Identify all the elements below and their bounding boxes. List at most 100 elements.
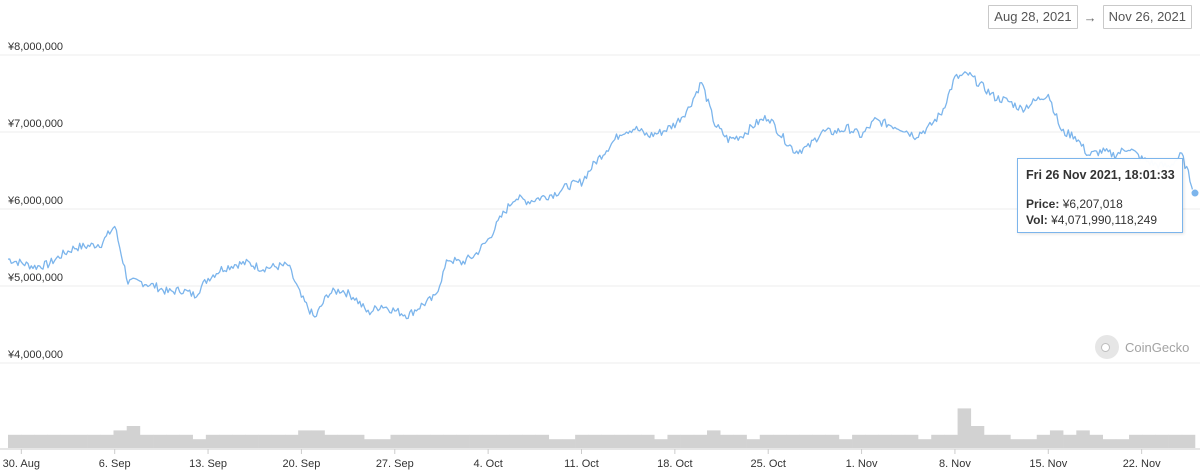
volume-bar — [509, 434, 523, 448]
volume-bar — [416, 434, 431, 448]
volume-bar — [865, 434, 879, 448]
volume-bar — [258, 434, 273, 448]
volume-bar — [311, 430, 325, 448]
x-tick-label: 8. Nov — [939, 458, 971, 470]
x-tick-label: 30. Aug — [3, 458, 40, 470]
tooltip-price-value: ¥6,207,018 — [1062, 197, 1123, 211]
volume-bar — [904, 434, 919, 448]
volume-bar — [641, 434, 655, 448]
x-tick-label: 13. Sep — [189, 458, 227, 470]
volume-bar — [495, 434, 510, 448]
tooltip-title: Fri 26 Nov 2021, 18:01:33 — [1026, 168, 1175, 182]
grid-lines — [0, 54, 1200, 364]
volume-bar — [1181, 434, 1196, 448]
volume-bar — [601, 434, 615, 448]
volume-bar — [561, 439, 576, 448]
volume-bar — [113, 430, 127, 448]
coingecko-logo-icon — [1095, 335, 1119, 359]
volume-bar — [1036, 434, 1051, 448]
date-range-selector: Aug 28, 2021 → Nov 26, 2021 — [988, 5, 1192, 29]
price-series — [7, 71, 1200, 320]
volume-bar — [34, 434, 48, 448]
volume-bar — [60, 434, 75, 448]
volume-bar — [1010, 439, 1024, 448]
volume-bar — [957, 408, 972, 448]
volume-bar — [298, 430, 312, 448]
y-tick-label: ¥4,000,000 — [7, 349, 63, 361]
volume-bar — [1089, 434, 1103, 448]
volume-bar — [324, 434, 339, 448]
x-tick-label: 25. Oct — [750, 458, 785, 470]
volume-bar — [364, 439, 378, 448]
hover-marker — [1190, 188, 1200, 198]
y-axis-labels: ¥8,000,000 ¥7,000,000 ¥6,000,000 ¥5,000,000… — [7, 41, 63, 361]
volume-bar — [166, 434, 180, 448]
tooltip-vol-label: Vol: — [1026, 213, 1048, 227]
volume-bar — [139, 434, 154, 448]
volume-bar — [337, 434, 352, 448]
x-tick-label: 4. Oct — [473, 458, 502, 470]
volume-bar — [219, 434, 233, 448]
x-tick-label: 15. Nov — [1029, 458, 1067, 470]
coingecko-watermark: CoinGecko — [1095, 335, 1189, 359]
volume-bar — [443, 434, 457, 448]
y-tick-label: ¥8,000,000 — [7, 41, 63, 53]
tooltip-vol-value: ¥4,071,990,118,249 — [1051, 213, 1158, 227]
volume-bar — [733, 434, 747, 448]
volume-bar — [1155, 434, 1169, 448]
volume-bar — [192, 439, 207, 448]
price-line — [7, 71, 1196, 320]
tooltip-price-label: Price: — [1026, 197, 1060, 211]
volume-bar — [680, 434, 695, 448]
volume-bar — [8, 434, 22, 448]
volume-bar — [1063, 434, 1077, 448]
volume-bar — [153, 434, 167, 448]
volume-bar — [931, 434, 945, 448]
volume-bar — [878, 434, 892, 448]
volume-bar — [997, 434, 1011, 448]
volume-bar — [575, 434, 589, 448]
tooltip: Fri 26 Nov 2021, 18:01:33 Price: ¥6,207,… — [1017, 158, 1183, 233]
volume-bar — [1168, 434, 1183, 448]
watermark-label: CoinGecko — [1125, 339, 1190, 355]
volume-bar — [693, 434, 708, 448]
volume-bar — [205, 434, 220, 448]
volume-bar — [1129, 434, 1143, 448]
volume-bar — [786, 434, 800, 448]
volume-bar — [1142, 434, 1156, 448]
volume-bar — [482, 434, 497, 448]
volume-bar — [825, 434, 840, 448]
volume-bar — [126, 426, 141, 448]
x-tick-label: 18. Oct — [657, 458, 692, 470]
volume-bar — [891, 434, 906, 448]
volume-bar — [614, 434, 629, 448]
volume-bar — [1102, 439, 1117, 448]
date-from-input[interactable]: Aug 28, 2021 — [988, 5, 1078, 29]
volume-bar — [284, 434, 299, 448]
volume-bar — [1076, 430, 1090, 448]
volume-bar — [1049, 430, 1064, 448]
volume-bar — [535, 434, 550, 448]
y-tick-label: ¥5,000,000 — [7, 272, 63, 284]
volume-bar — [627, 434, 642, 448]
volume-bar — [100, 434, 114, 448]
arrow-right-icon: → — [1083, 9, 1097, 25]
volume-bar — [838, 439, 853, 448]
volume-bar — [983, 434, 998, 448]
volume-bar — [918, 439, 932, 448]
x-tick-label: 11. Oct — [564, 458, 599, 470]
volume-bar — [73, 434, 88, 448]
tooltip-price-row: Price: ¥6,207,018 — [1026, 197, 1123, 211]
volume-bar — [47, 434, 62, 448]
volume-bar — [852, 434, 866, 448]
volume-bar — [522, 434, 536, 448]
volume-bar — [944, 434, 958, 448]
date-to-input[interactable]: Nov 26, 2021 — [1102, 5, 1192, 29]
volume-bar — [799, 434, 813, 448]
volume-bar — [588, 434, 602, 448]
volume-bar — [667, 434, 681, 448]
volume-bar — [390, 434, 404, 448]
volume-bar — [21, 434, 35, 448]
volume-bar — [812, 434, 827, 448]
